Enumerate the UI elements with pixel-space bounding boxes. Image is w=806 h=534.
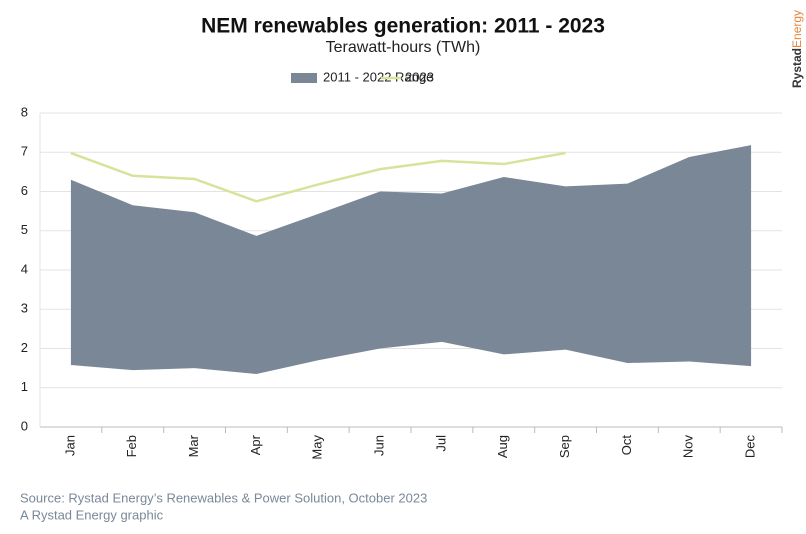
y-tick-label: 3 bbox=[21, 301, 28, 316]
brand-part: Rystad bbox=[790, 48, 804, 88]
source-note: Source: Rystad Energy’s Renewables & Pow… bbox=[20, 490, 427, 505]
x-tick-label: Sep bbox=[557, 435, 572, 458]
x-tick-label: Apr bbox=[248, 434, 263, 455]
x-tick-label: Feb bbox=[124, 435, 139, 457]
legend-label: 2023 bbox=[405, 69, 434, 84]
range-area bbox=[70, 145, 752, 375]
brand-logo: RystadEnergy bbox=[790, 10, 804, 88]
y-tick-label: 1 bbox=[21, 379, 28, 394]
x-tick-label: Mar bbox=[186, 434, 201, 457]
y-tick-label: 0 bbox=[21, 418, 28, 433]
x-tick-label: Oct bbox=[619, 435, 634, 456]
y-tick-label: 4 bbox=[21, 261, 28, 276]
x-tick-label: Aug bbox=[495, 435, 510, 458]
legend-label: 2011 - 2022 Range bbox=[323, 69, 433, 84]
chart-subtitle: Terawatt-hours (TWh) bbox=[326, 39, 481, 56]
y-tick-label: 6 bbox=[21, 183, 28, 198]
y-tick-label: 2 bbox=[21, 340, 28, 355]
x-tick-label: Jun bbox=[372, 435, 387, 456]
chart-title: NEM renewables generation: 2011 - 2023 bbox=[201, 15, 605, 38]
x-tick-label: Jul bbox=[433, 435, 448, 452]
y-tick-label: 8 bbox=[21, 104, 28, 119]
x-tick-label: Nov bbox=[681, 435, 696, 459]
x-tick-label: May bbox=[310, 435, 325, 460]
x-tick-label: Dec bbox=[743, 435, 758, 459]
x-tick-label: Jan bbox=[62, 435, 77, 456]
legend-swatch bbox=[291, 73, 317, 83]
brand-part: Energy bbox=[790, 10, 804, 48]
y-tick-label: 5 bbox=[21, 222, 28, 237]
credit-note: A Rystad Energy graphic bbox=[20, 507, 164, 522]
y-tick-label: 7 bbox=[21, 144, 28, 159]
line-2023 bbox=[70, 151, 566, 203]
